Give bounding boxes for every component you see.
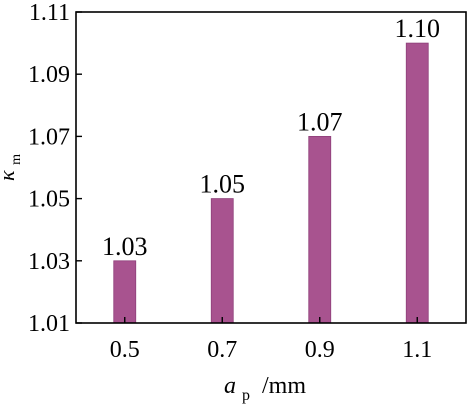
y-tick-label-1.09: 1.09 bbox=[28, 62, 70, 88]
bar-0.7 bbox=[210, 198, 234, 324]
x-tick-label-0.9: 0.9 bbox=[305, 337, 335, 363]
y-tick-label-1.01: 1.01 bbox=[28, 311, 70, 337]
x-axis-title-subscript: p bbox=[242, 387, 250, 404]
y-axis-title-main: κ bbox=[0, 170, 19, 181]
data-label-0.9: 1.07 bbox=[297, 107, 343, 136]
x-tick-label-0.5: 0.5 bbox=[110, 337, 140, 363]
y-axis-title-subscript: m bbox=[9, 154, 24, 165]
y-tick-label-1.11: 1.11 bbox=[29, 0, 70, 26]
x-axis-title-unit: /mm bbox=[262, 373, 306, 399]
bar-0.9 bbox=[308, 135, 332, 324]
y-axis-ticks: 1.01 1.03 1.05 1.07 1.09 1.11 bbox=[28, 0, 82, 337]
x-tick-label-1.1: 1.1 bbox=[402, 337, 432, 363]
y-tick-label-1.05: 1.05 bbox=[28, 187, 70, 213]
x-axis-ticks: 0.5 0.7 0.9 1.1 bbox=[110, 317, 432, 363]
x-tick-label-0.7: 0.7 bbox=[207, 337, 237, 363]
y-tick-label-1.03: 1.03 bbox=[28, 249, 70, 275]
plot-frame bbox=[75, 11, 467, 324]
x-axis-title-main: a bbox=[224, 373, 236, 399]
data-label-0.5: 1.03 bbox=[102, 232, 148, 261]
y-axis-title: κ m bbox=[0, 154, 24, 181]
x-axis-title: a p /mm bbox=[224, 373, 306, 406]
bar-0.5 bbox=[113, 260, 137, 324]
bar-1.1 bbox=[405, 42, 429, 324]
data-label-0.7: 1.05 bbox=[200, 170, 246, 199]
y-tick-label-1.07: 1.07 bbox=[28, 124, 70, 150]
bars-group bbox=[113, 42, 429, 324]
data-labels-group: 1.03 1.05 1.07 1.10 bbox=[102, 14, 440, 261]
data-label-1.1: 1.10 bbox=[395, 14, 441, 43]
